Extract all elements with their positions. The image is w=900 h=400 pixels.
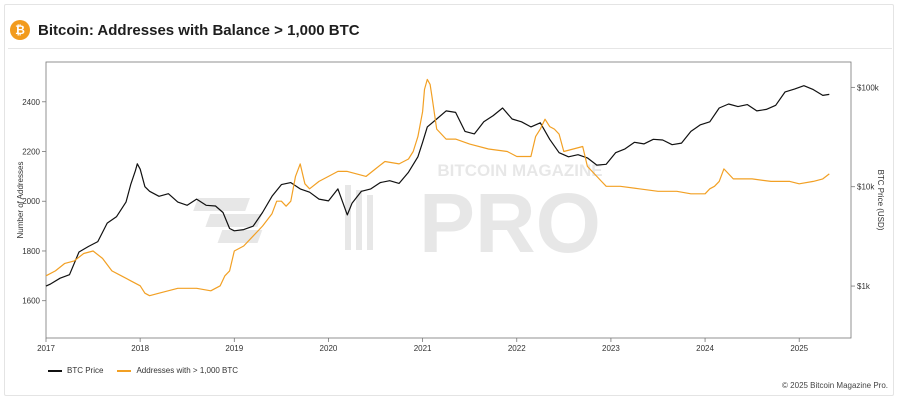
- bitcoin-logo-icon: ₿: [10, 20, 30, 40]
- x-tick-label: 2020: [320, 344, 338, 353]
- axes: 2017 2018 2019 2020 2021 2022 2023 2024 2025 1600…: [16, 61, 885, 353]
- x-tick-label: 2018: [131, 344, 149, 353]
- series-btc-price-line: [45, 85, 830, 287]
- copyright-credit: © 2025 Bitcoin Magazine Pro.: [782, 381, 888, 390]
- legend-swatch-addresses: [117, 369, 132, 372]
- legend-item-btc-price[interactable]: BTC Price: [48, 366, 103, 375]
- y-right-tick-label: $100k: [857, 83, 880, 92]
- legend-item-addresses[interactable]: Addresses with > 1,000 BTC: [117, 366, 238, 375]
- x-tick-label: 2019: [225, 344, 243, 353]
- y-left-tick-label: 1800: [22, 247, 40, 256]
- y-left-tick-label: 2200: [22, 148, 40, 157]
- y-left-tick-label: 2000: [22, 197, 40, 206]
- y-right-axis-label: BTC Price (USD): [876, 170, 885, 231]
- watermark-main-text: PRO: [419, 176, 601, 270]
- x-tick-label: 2024: [696, 344, 714, 353]
- chart-header: ₿ Bitcoin: Addresses with Balance > 1,00…: [10, 16, 360, 44]
- watermark: BITCOIN MAGAZINE PRO: [193, 161, 603, 270]
- x-tick-label: 2022: [508, 344, 526, 353]
- y-right-tick-label: $1k: [857, 282, 871, 291]
- series-layer: [45, 78, 830, 297]
- legend-swatch-btc-price: [48, 369, 62, 372]
- x-tick-label: 2021: [414, 344, 432, 353]
- y-right-tick-label: $10k: [857, 183, 875, 192]
- watermark-logo-icon: [193, 185, 373, 250]
- legend: BTC Price Addresses with > 1,000 BTC: [48, 366, 252, 375]
- chart-card: [4, 4, 894, 396]
- y-left-axis-label: Number of Addresses: [16, 162, 25, 239]
- x-tick-label: 2025: [790, 344, 808, 353]
- legend-label-btc-price: BTC Price: [67, 366, 104, 375]
- y-left-tick-label: 1600: [22, 297, 40, 306]
- legend-label-addresses: Addresses with > 1,000 BTC: [136, 366, 239, 375]
- header-divider: [8, 48, 892, 49]
- y-left-tick-label: 2400: [22, 98, 40, 107]
- plot-frame: [45, 61, 852, 339]
- chart-title: Bitcoin: Addresses with Balance > 1,000 …: [38, 21, 360, 39]
- x-tick-label: 2017: [37, 344, 55, 353]
- x-tick-label: 2023: [602, 344, 620, 353]
- series-addresses-line: [45, 78, 830, 297]
- watermark-top-text: BITCOIN MAGAZINE: [437, 161, 602, 180]
